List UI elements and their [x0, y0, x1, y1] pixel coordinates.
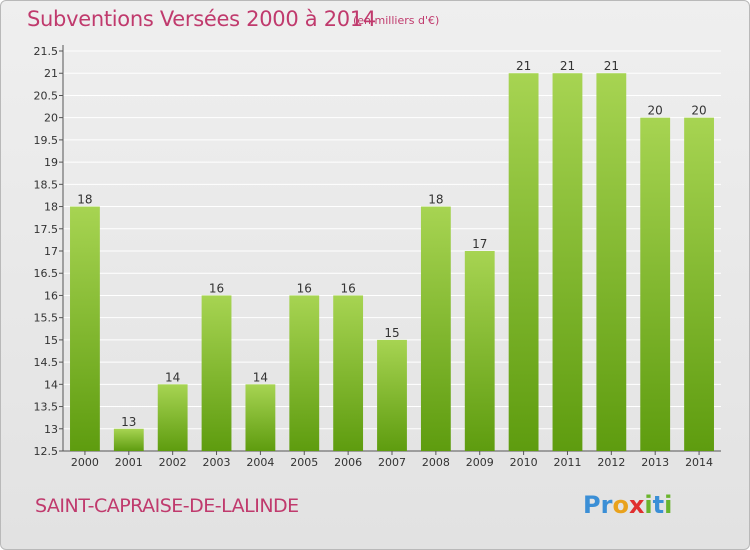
- y-tick-label: 14: [44, 378, 58, 391]
- bar-value-label: 14: [165, 370, 180, 384]
- bar-value-label: 16: [297, 281, 312, 295]
- chart-subtitle: (en milliers d'€): [353, 14, 440, 27]
- y-tick-label: 15: [44, 334, 58, 347]
- bar-layer: [70, 73, 714, 452]
- bar-value-label: 20: [691, 104, 706, 118]
- bar-value-label: 17: [472, 237, 487, 251]
- y-tick-label: 18: [44, 201, 58, 214]
- x-tick-label: 2005: [290, 456, 318, 469]
- x-tick-label: 2001: [115, 456, 143, 469]
- commune-name: SAINT-CAPRAISE-DE-LALINDE: [35, 495, 299, 517]
- bar-value-label: 14: [253, 370, 268, 384]
- logo-letter: r: [600, 491, 613, 519]
- bar-2010: [508, 73, 539, 451]
- bar-value-label: 13: [121, 415, 136, 429]
- bar-2012: [596, 73, 627, 451]
- y-tick-label: 19: [44, 156, 58, 169]
- y-tick-label: 14.5: [34, 356, 59, 369]
- x-tick-label: 2000: [71, 456, 99, 469]
- bar-2002: [157, 384, 188, 451]
- bar-2003: [201, 295, 232, 451]
- bar-2009: [464, 251, 495, 451]
- y-tick-label: 20: [44, 112, 58, 125]
- x-tick-label: 2014: [685, 456, 713, 469]
- bar-value-label: 21: [604, 59, 619, 73]
- logo-letter: i: [664, 491, 673, 519]
- x-tick-label: 2004: [246, 456, 274, 469]
- x-tick-label: 2008: [422, 456, 450, 469]
- y-tick-label: 16: [44, 289, 58, 302]
- x-tick-label: 2003: [203, 456, 231, 469]
- y-tick-label: 18.5: [34, 178, 59, 191]
- y-tick-label: 21: [44, 67, 58, 80]
- y-tick-label: 20.5: [34, 89, 59, 102]
- label-layer: 18 13 14 16 14 16 16 15 18 17 21 21 21 20 20: [77, 59, 706, 429]
- y-tick-label: 17.5: [34, 223, 59, 236]
- x-tick-label: 2011: [553, 456, 581, 469]
- bar-2001: [113, 428, 144, 451]
- proxiti-logo: Proxiti: [583, 491, 672, 519]
- y-tick-label: 19.5: [34, 134, 59, 147]
- logo-letter: t: [652, 491, 665, 519]
- y-tick-label: 13.5: [34, 401, 59, 414]
- bar-value-label: 21: [560, 59, 575, 73]
- x-tick-label: 2002: [159, 456, 187, 469]
- logo-letter: x: [628, 491, 645, 519]
- x-tick-label: 2007: [378, 456, 406, 469]
- bar-2004: [245, 384, 276, 451]
- bar-2011: [552, 73, 583, 451]
- x-tick-label: 2013: [641, 456, 669, 469]
- bar-2007: [377, 339, 407, 451]
- logo-letter: o: [612, 491, 629, 519]
- x-tick-label: 2009: [466, 456, 494, 469]
- bar-value-label: 21: [516, 59, 531, 73]
- bar-value-label: 20: [648, 104, 663, 118]
- x-tick-label: 2012: [597, 456, 625, 469]
- x-tick-label: 2006: [334, 456, 362, 469]
- y-tick-label: 16.5: [34, 267, 59, 280]
- y-tick-label: 12.5: [34, 445, 59, 458]
- bar-value-label: 18: [428, 193, 443, 207]
- bar-value-label: 16: [340, 281, 355, 295]
- axis-layer: 12.5 13 13.5 14 14.5 15 15.5 16 16.5 17 17.5 18 18.5…: [34, 45, 721, 469]
- bar-2014: [684, 117, 714, 452]
- y-tick-label: 21.5: [34, 45, 59, 58]
- bar-2000: [70, 206, 100, 451]
- y-tick-label: 13: [44, 423, 58, 436]
- bar-2008: [420, 206, 451, 451]
- bar-value-label: 16: [209, 281, 224, 295]
- bar-value-label: 18: [77, 193, 92, 207]
- y-tick-label: 15.5: [34, 312, 59, 325]
- chart-title: Subventions Versées 2000 à 2014: [27, 7, 376, 31]
- bar-2013: [640, 117, 671, 452]
- bar-2006: [333, 295, 364, 451]
- y-tick-label: 17: [44, 245, 58, 258]
- bar-value-label: 15: [384, 326, 399, 340]
- x-tick-label: 2010: [510, 456, 538, 469]
- bar-2005: [289, 295, 320, 451]
- logo-letter: i: [644, 491, 653, 519]
- logo-letter: P: [583, 491, 601, 519]
